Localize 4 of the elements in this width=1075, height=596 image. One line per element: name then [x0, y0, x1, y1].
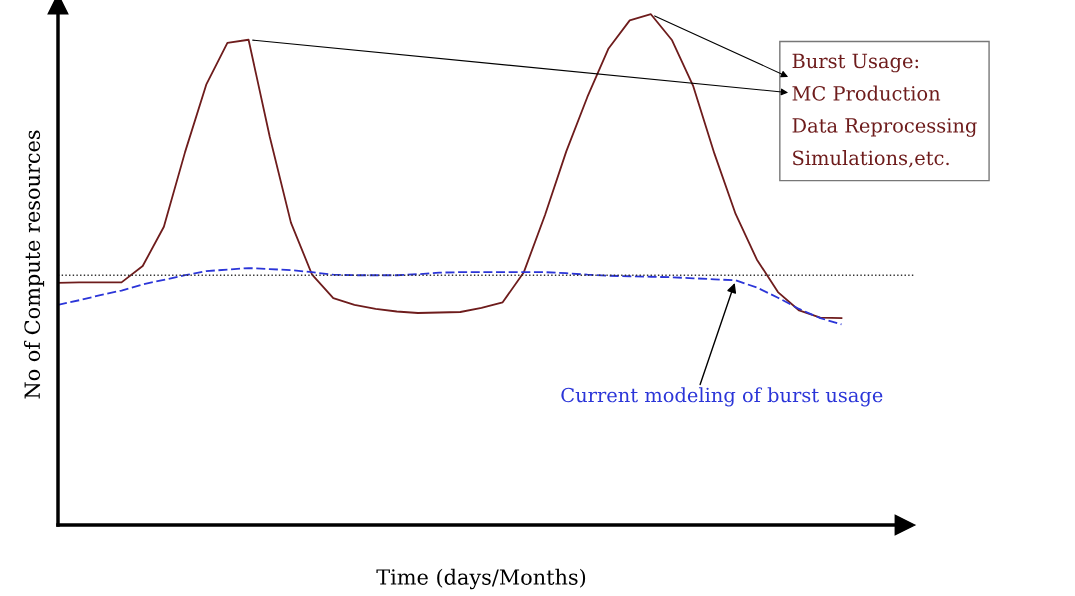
- y-axis-title: No of Compute resources: [23, 130, 45, 399]
- annotation: Burst Usage: MC Production Data Reprocessing Simulations,etc.: [792, 53, 977, 168]
- x-axis-title: Time (days/Months): [376, 568, 586, 590]
- annotation: Current modeling of burst usage: [561, 387, 883, 407]
